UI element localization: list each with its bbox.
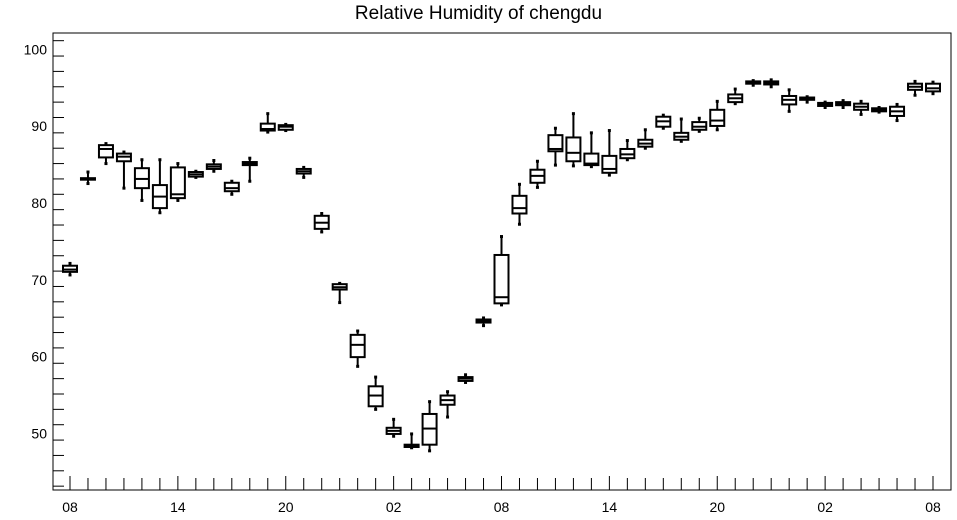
- box: [349, 329, 366, 368]
- box: [79, 170, 96, 186]
- box: [133, 158, 150, 202]
- box: [529, 159, 546, 189]
- box: [835, 99, 852, 110]
- y-tick-label: 80: [31, 195, 47, 211]
- box: [493, 235, 510, 307]
- box: [709, 99, 726, 132]
- boxes-group: [62, 78, 941, 453]
- y-axis: 50 60 70 80 90 100: [24, 40, 64, 487]
- box: [781, 88, 798, 113]
- box: [115, 150, 132, 190]
- box: [547, 126, 564, 167]
- x-tick-label: 08: [62, 499, 78, 515]
- box-body: [511, 194, 528, 215]
- box: [673, 117, 690, 143]
- y-tick-label: 70: [31, 272, 47, 288]
- box-body: [547, 134, 564, 153]
- x-tick-label: 14: [602, 499, 618, 515]
- box: [925, 80, 941, 96]
- box: [62, 261, 78, 277]
- x-tick-label: 08: [925, 499, 941, 515]
- box: [313, 211, 330, 234]
- x-tick-label: 20: [278, 499, 294, 515]
- y-tick-label: 60: [31, 349, 47, 365]
- box: [331, 281, 348, 305]
- box: [97, 142, 114, 166]
- y-tick-label: 100: [24, 41, 48, 57]
- box: [241, 156, 258, 183]
- box-body: [709, 108, 726, 127]
- box: [259, 112, 276, 134]
- x-tick-label: 14: [170, 499, 186, 515]
- box: [583, 131, 600, 169]
- box-body: [97, 144, 114, 159]
- box: [475, 316, 492, 328]
- box: [727, 87, 744, 106]
- box: [385, 417, 402, 438]
- box: [169, 162, 186, 202]
- box-body: [601, 154, 618, 174]
- x-tick-label: 02: [386, 499, 402, 515]
- chart-title: Relative Humidity of chengdu: [354, 3, 603, 24]
- box: [457, 373, 474, 384]
- box: [871, 106, 888, 114]
- box: [691, 116, 708, 133]
- box: [295, 165, 312, 179]
- box: [619, 139, 636, 162]
- box: [763, 78, 780, 89]
- box: [403, 432, 420, 450]
- box: [907, 79, 924, 97]
- box: [205, 158, 222, 173]
- box: [799, 95, 816, 104]
- box-body: [349, 333, 366, 359]
- box: [151, 158, 168, 215]
- x-axis: 08 14 20 02 08 14 20 02 08: [62, 476, 941, 515]
- box: [853, 99, 870, 116]
- box: [637, 128, 654, 150]
- box: [277, 122, 294, 133]
- box-body: [493, 253, 510, 305]
- box: [745, 79, 762, 87]
- box-body: [583, 152, 600, 167]
- box-body: [169, 166, 186, 200]
- y-tick-label: 90: [31, 118, 47, 134]
- box: [223, 179, 240, 196]
- box: [367, 375, 384, 411]
- box: [439, 390, 456, 419]
- x-tick-label: 20: [709, 499, 725, 515]
- box: [565, 112, 582, 168]
- box: [511, 182, 528, 226]
- x-tick-label: 02: [817, 499, 833, 515]
- box: [601, 129, 618, 177]
- box: [817, 100, 834, 110]
- box: [889, 102, 906, 123]
- box: [655, 113, 672, 130]
- box: [421, 400, 438, 453]
- box-body: [259, 122, 276, 132]
- box-body: [223, 181, 240, 193]
- y-tick-label: 50: [31, 425, 47, 441]
- x-tick-label: 08: [494, 499, 510, 515]
- box-body: [565, 136, 582, 163]
- box: [187, 169, 204, 179]
